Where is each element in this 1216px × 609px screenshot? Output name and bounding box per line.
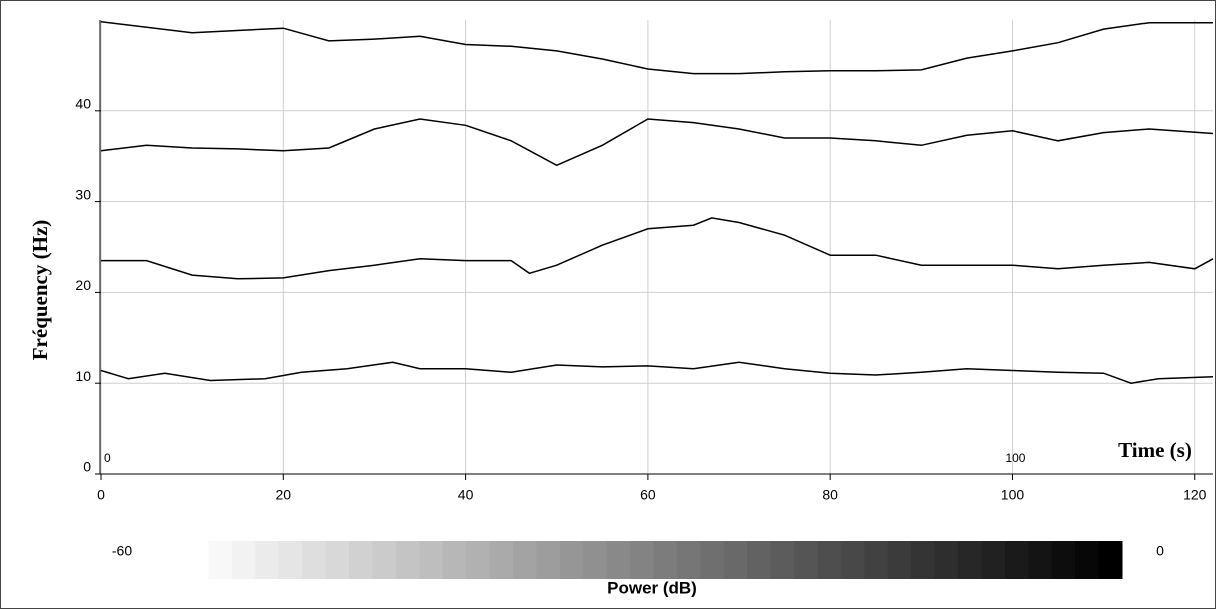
colorbar-step [770,541,795,579]
x-tick-label: 60 [640,487,656,503]
y-tick-label: 30 [75,186,91,202]
inner-x-label: 0 [104,451,111,465]
colorbar-step [536,541,561,579]
colorbar-step [278,541,303,579]
colorbar-step [231,541,256,579]
colorbar-step [958,541,982,579]
colorbar-step [817,541,842,579]
colorbar-step [653,541,678,579]
y-tick-label: 0 [83,459,91,475]
colorbar-step [676,541,701,579]
y-tick-label: 10 [75,368,91,384]
inner-x-label: 100 [1005,451,1025,465]
colorbar-step [1004,541,1029,579]
x-axis-title: Time (s) [1118,438,1192,462]
y-tick-label: 40 [75,96,91,112]
colorbar-step [559,541,584,579]
colorbar-step [208,541,233,579]
colorbar-step [864,541,889,579]
colorbar-step [1075,541,1100,579]
ridge-line [100,361,1214,384]
colorbar-title: Power (dB) [607,578,697,597]
x-tick-label: 20 [276,487,292,503]
colorbar-step [1098,541,1123,579]
colorbar-step [630,541,654,579]
colorbar-step [419,541,444,579]
colorbar-step [255,541,280,579]
colorbar-step [887,541,912,579]
colorbar-step [302,541,327,579]
colorbar-step [395,541,420,579]
x-tick-label: 100 [1001,487,1025,503]
colorbar-step [981,541,1006,579]
colorbar-step [700,541,725,579]
colorbar-step [794,541,818,579]
colorbar-step [372,541,397,579]
ridge-line [100,118,1214,167]
colorbar-step [583,541,608,579]
x-tick-label: 40 [458,487,474,503]
colorbar-step [466,541,491,579]
x-tick-label: 80 [822,487,838,503]
colorbar-tick-label: 0 [1156,543,1164,559]
colorbar-step [489,541,514,579]
colorbar-step [723,541,748,579]
colorbar-step [512,541,537,579]
colorbar-step [1028,541,1053,579]
colorbar-step [442,541,467,579]
colorbar-step [348,541,373,579]
colorbar-step [840,541,865,579]
colorbar-tick-label: -60 [112,543,132,559]
colorbar-step [934,541,959,579]
ridge-line [101,217,1214,280]
colorbar-step [185,541,209,579]
x-tick-label: 120 [1183,487,1207,503]
colorbar-step [911,541,936,579]
colorbar-step [606,541,631,579]
ridge-line [100,21,1213,75]
y-axis-title: Fréquency (Hz) [28,220,52,361]
colorbar-step [325,541,350,579]
y-tick-label: 20 [75,277,91,293]
colorbar-step [1051,541,1076,579]
colorbar-step [747,541,772,579]
x-tick-label: 0 [97,487,105,503]
